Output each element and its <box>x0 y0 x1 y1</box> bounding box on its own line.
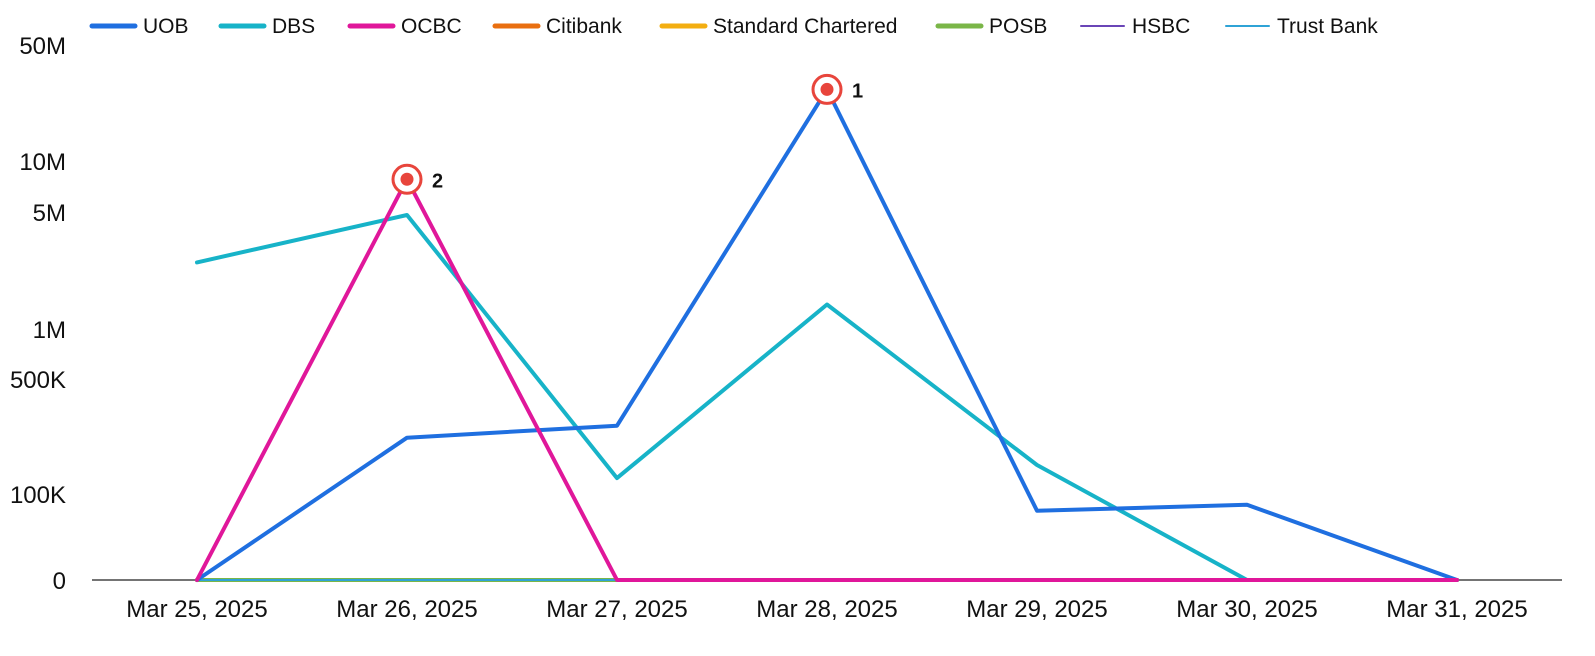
y-tick-label: 500K <box>10 367 66 394</box>
y-axis: 0 100K 500K 1M 5M 10M 50M <box>10 33 66 595</box>
x-tick-label: Mar 29, 2025 <box>966 596 1107 623</box>
y-tick-label: 10M <box>19 149 66 176</box>
x-tick-label: Mar 28, 2025 <box>756 596 897 623</box>
legend-item-standard-chartered[interactable]: Standard Chartered <box>659 15 897 38</box>
y-tick-label: 50M <box>19 33 66 60</box>
series-line-ocbc[interactable] <box>195 177 1459 582</box>
annotation-dot <box>820 82 834 96</box>
y-tick-label: 100K <box>10 482 66 509</box>
legend-item-trust-bank[interactable]: Trust Bank <box>1225 15 1378 38</box>
legend-item-hsbc[interactable]: HSBC <box>1080 15 1190 38</box>
x-tick-label: Mar 31, 2025 <box>1386 596 1527 623</box>
legend-label: POSB <box>989 15 1047 38</box>
legend: UOB DBS OCBC Citibank Standard Chartered POSB… <box>89 15 1378 38</box>
x-tick-label: Mar 25, 2025 <box>126 596 267 623</box>
annotation-label: 2 <box>432 170 443 192</box>
x-tick-label: Mar 27, 2025 <box>546 596 687 623</box>
legend-item-posb[interactable]: POSB <box>935 15 1047 38</box>
legend-label: UOB <box>143 15 189 38</box>
x-axis: Mar 25, 2025 Mar 26, 2025 Mar 27, 2025 Mar … <box>92 579 1562 623</box>
legend-item-dbs[interactable]: DBS <box>218 15 315 38</box>
legend-label: Trust Bank <box>1277 15 1378 38</box>
x-tick-label: Mar 26, 2025 <box>336 596 477 623</box>
legend-label: HSBC <box>1132 15 1190 38</box>
series-layer <box>195 87 1459 582</box>
series-line-uob[interactable] <box>195 87 1459 582</box>
series-line-dbs[interactable] <box>195 213 1459 582</box>
x-tick-label: Mar 30, 2025 <box>1176 596 1317 623</box>
annotation-label: 1 <box>852 80 863 102</box>
y-tick-label: 5M <box>33 200 66 227</box>
legend-label: Standard Chartered <box>713 15 897 38</box>
legend-label: OCBC <box>401 15 462 38</box>
legend-item-uob[interactable]: UOB <box>89 15 189 38</box>
legend-item-ocbc[interactable]: OCBC <box>347 15 462 38</box>
legend-label: Citibank <box>546 15 622 38</box>
y-tick-label: 1M <box>33 317 66 344</box>
annotation-marker-1[interactable]: 1 <box>811 73 863 105</box>
annotation-dot <box>400 172 414 186</box>
legend-label: DBS <box>272 15 315 38</box>
y-tick-label: 0 <box>53 568 66 595</box>
annotations-layer: 12 <box>391 73 863 195</box>
legend-item-citibank[interactable]: Citibank <box>492 15 622 38</box>
annotation-marker-2[interactable]: 2 <box>391 163 443 195</box>
